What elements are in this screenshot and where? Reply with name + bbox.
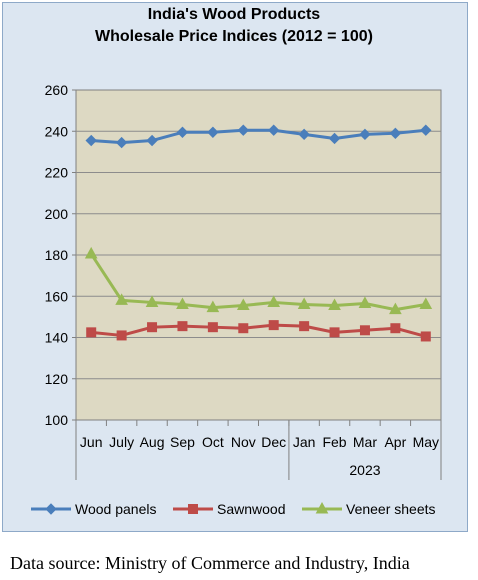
data-point xyxy=(297,297,311,309)
data-point xyxy=(85,134,97,147)
y-tick-label: 100 xyxy=(45,412,69,428)
data-point xyxy=(147,322,158,333)
data-point xyxy=(145,295,159,307)
data-point xyxy=(237,124,249,136)
x-tick-label: Feb xyxy=(322,434,346,450)
data-point xyxy=(207,322,218,333)
data-point xyxy=(298,128,310,141)
data-point xyxy=(86,327,97,338)
legend-label-veneer-sheets: Veneer sheets xyxy=(346,501,436,517)
source-note: Data source: Ministry of Commerce and In… xyxy=(10,553,410,573)
y-tick-label: 260 xyxy=(45,82,69,98)
x-tick-label: Nov xyxy=(231,434,256,450)
data-point xyxy=(45,503,57,515)
data-point xyxy=(358,296,372,308)
data-point xyxy=(329,327,340,338)
x-tick-label: Aug xyxy=(140,434,165,450)
data-point xyxy=(176,297,189,309)
x-tick-label: Mar xyxy=(353,434,377,450)
chart-title: India's Wood Products xyxy=(148,6,321,23)
data-point xyxy=(176,126,189,138)
chart-subtitle: Wholesale Price Indices (2012 = 100) xyxy=(95,28,373,45)
legend-label-sawnwood: Sawnwood xyxy=(217,501,286,517)
data-point xyxy=(315,501,329,514)
data-point xyxy=(177,321,188,332)
y-tick-label: 200 xyxy=(45,206,69,222)
data-point xyxy=(268,124,280,136)
x-tick-label: July xyxy=(109,434,134,450)
data-point xyxy=(238,323,249,334)
data-point xyxy=(268,320,279,331)
plot-area: 100 120 140 160 180 200 220 240 260 Jun July Aug Sep… xyxy=(45,82,442,480)
data-point xyxy=(116,330,127,341)
series-line-veneer-sheets xyxy=(89,253,427,312)
chart-frame: India's Wood Products Wholesale Price In… xyxy=(2,2,468,532)
y-tick-label: 160 xyxy=(45,288,69,304)
data-point xyxy=(146,134,158,147)
year-label: 2023 xyxy=(349,462,380,478)
data-point xyxy=(359,128,371,141)
legend-label-wood-panels: Wood panels xyxy=(75,501,156,517)
data-point xyxy=(188,504,198,514)
data-point xyxy=(420,124,432,136)
data-point xyxy=(328,132,341,145)
y-tick-label: 240 xyxy=(45,123,69,139)
x-tick-label: Oct xyxy=(202,434,224,450)
x-tick-label: Jun xyxy=(80,434,103,450)
chart-svg: India's Wood Products Wholesale Price In… xyxy=(31,6,442,517)
data-point xyxy=(206,300,220,313)
data-point xyxy=(207,126,219,138)
y-tick-label: 180 xyxy=(45,247,69,263)
data-point xyxy=(84,246,98,259)
x-tick-label: Sep xyxy=(170,434,195,450)
data-point xyxy=(389,127,402,140)
data-point xyxy=(267,295,281,307)
data-point xyxy=(328,298,341,311)
data-point xyxy=(420,331,431,342)
y-tick-label: 120 xyxy=(45,371,69,387)
x-tick-label: Dec xyxy=(261,434,286,450)
x-tick-label: May xyxy=(413,434,439,450)
data-point xyxy=(236,298,250,311)
data-point xyxy=(115,293,128,305)
data-point xyxy=(359,325,370,336)
y-tick-label: 140 xyxy=(45,330,69,346)
series-line-sawnwood xyxy=(91,323,427,338)
x-tick-label: Apr xyxy=(384,434,406,450)
data-point xyxy=(389,302,402,315)
data-point xyxy=(390,323,401,334)
data-point xyxy=(299,321,310,332)
y-tick-label: 220 xyxy=(45,165,69,181)
legend: Wood panels Sawnwood Veneer sheets xyxy=(31,501,436,517)
x-tick-label: Jan xyxy=(293,434,316,450)
data-point xyxy=(419,297,433,309)
data-point xyxy=(115,136,128,149)
